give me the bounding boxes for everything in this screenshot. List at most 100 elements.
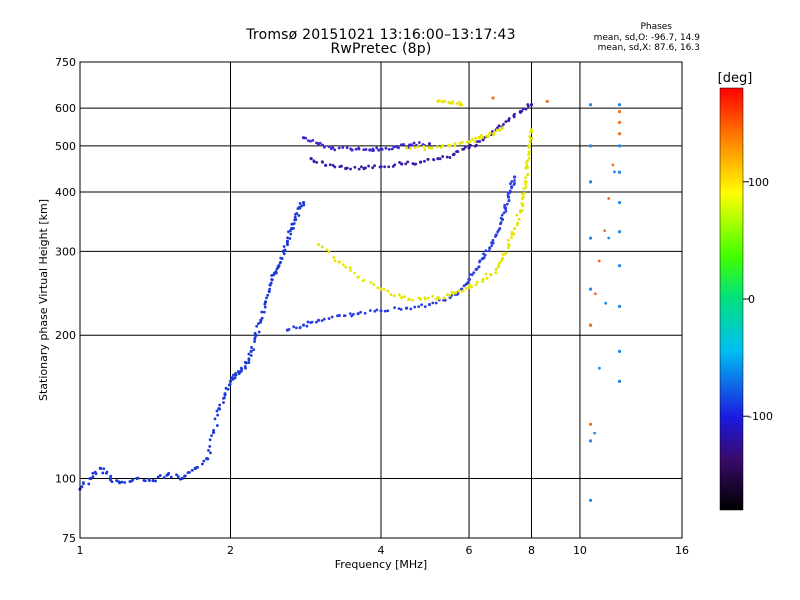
data-point — [349, 168, 352, 171]
data-point — [498, 261, 501, 264]
data-point — [355, 148, 358, 151]
data-point — [392, 146, 395, 149]
data-point — [498, 227, 501, 230]
data-point — [358, 168, 361, 171]
data-point — [430, 147, 433, 150]
data-point — [250, 354, 253, 357]
data-point — [618, 350, 621, 353]
data-point — [511, 231, 514, 234]
data-point — [428, 142, 431, 145]
data-point — [82, 481, 85, 484]
data-point — [292, 325, 295, 328]
data-point — [180, 477, 183, 480]
data-point — [497, 265, 500, 268]
data-point — [244, 365, 247, 368]
data-point — [266, 294, 269, 297]
data-point — [436, 145, 439, 148]
data-point — [501, 257, 504, 260]
data-point — [247, 353, 250, 356]
data-point — [346, 167, 349, 170]
data-point — [245, 361, 248, 364]
colorbar-ticks: 1000-100 — [743, 176, 773, 423]
data-point — [364, 312, 367, 315]
data-point — [323, 318, 326, 321]
data-point — [292, 227, 295, 230]
data-point — [439, 157, 442, 160]
y-tick-label: 600 — [55, 102, 76, 115]
data-point — [449, 144, 452, 147]
data-point — [216, 414, 219, 417]
data-point — [493, 132, 496, 135]
data-point — [461, 290, 464, 293]
data-point — [258, 331, 261, 334]
data-point — [352, 313, 355, 316]
x-tick-label: 6 — [466, 544, 473, 557]
data-point — [431, 295, 434, 298]
data-point — [467, 146, 470, 149]
data-point — [253, 340, 256, 343]
data-point — [405, 307, 408, 310]
data-point — [302, 201, 305, 204]
x-axis-label: Frequency [MHz] — [335, 558, 427, 571]
data-point — [409, 147, 412, 150]
data-point — [279, 261, 282, 264]
y-axis-label: Stationary phase Virtual Height [km] — [37, 199, 50, 401]
data-point — [459, 142, 462, 145]
data-point — [413, 142, 416, 145]
data-point — [589, 103, 592, 106]
data-point — [294, 216, 297, 219]
data-point — [210, 434, 213, 437]
x-tick-label: 16 — [675, 544, 689, 557]
x-tick-label: 2 — [227, 544, 234, 557]
data-point — [501, 214, 504, 217]
data-point — [293, 222, 296, 225]
data-point — [481, 278, 484, 281]
data-point — [289, 233, 292, 236]
data-point — [370, 281, 373, 284]
data-point — [498, 124, 501, 127]
data-point — [618, 144, 621, 147]
data-point — [488, 132, 491, 135]
data-point — [231, 376, 234, 379]
data-point — [525, 186, 528, 189]
data-point — [618, 230, 621, 233]
data-point — [393, 163, 396, 166]
data-point — [408, 298, 411, 301]
data-point — [369, 309, 372, 312]
data-point — [151, 479, 154, 482]
data-point — [484, 249, 487, 252]
data-point — [294, 218, 297, 221]
data-point — [513, 182, 516, 185]
data-point — [400, 308, 403, 311]
data-point — [501, 253, 504, 256]
data-point — [254, 332, 257, 335]
x-tick-label: 10 — [573, 544, 587, 557]
data-point — [432, 158, 435, 161]
x-tick-label: 8 — [528, 544, 535, 557]
data-point — [618, 132, 621, 135]
data-points — [78, 96, 621, 501]
data-point — [223, 396, 226, 399]
data-point — [386, 309, 389, 312]
data-point — [328, 250, 331, 253]
data-point — [364, 167, 367, 170]
data-point — [375, 146, 378, 149]
data-point — [346, 146, 349, 149]
data-point — [329, 163, 332, 166]
data-point — [501, 126, 504, 129]
data-point — [456, 102, 459, 105]
data-point — [387, 165, 390, 168]
data-point — [393, 306, 396, 309]
data-point — [383, 288, 386, 291]
data-point — [456, 150, 459, 153]
data-point — [478, 136, 481, 139]
data-point — [531, 137, 534, 140]
data-point — [406, 160, 409, 163]
data-point — [413, 146, 416, 149]
data-point — [589, 144, 592, 147]
data-point — [349, 312, 352, 315]
data-point — [478, 140, 481, 143]
data-point — [321, 246, 324, 249]
data-point — [515, 214, 518, 217]
data-point — [589, 499, 592, 502]
